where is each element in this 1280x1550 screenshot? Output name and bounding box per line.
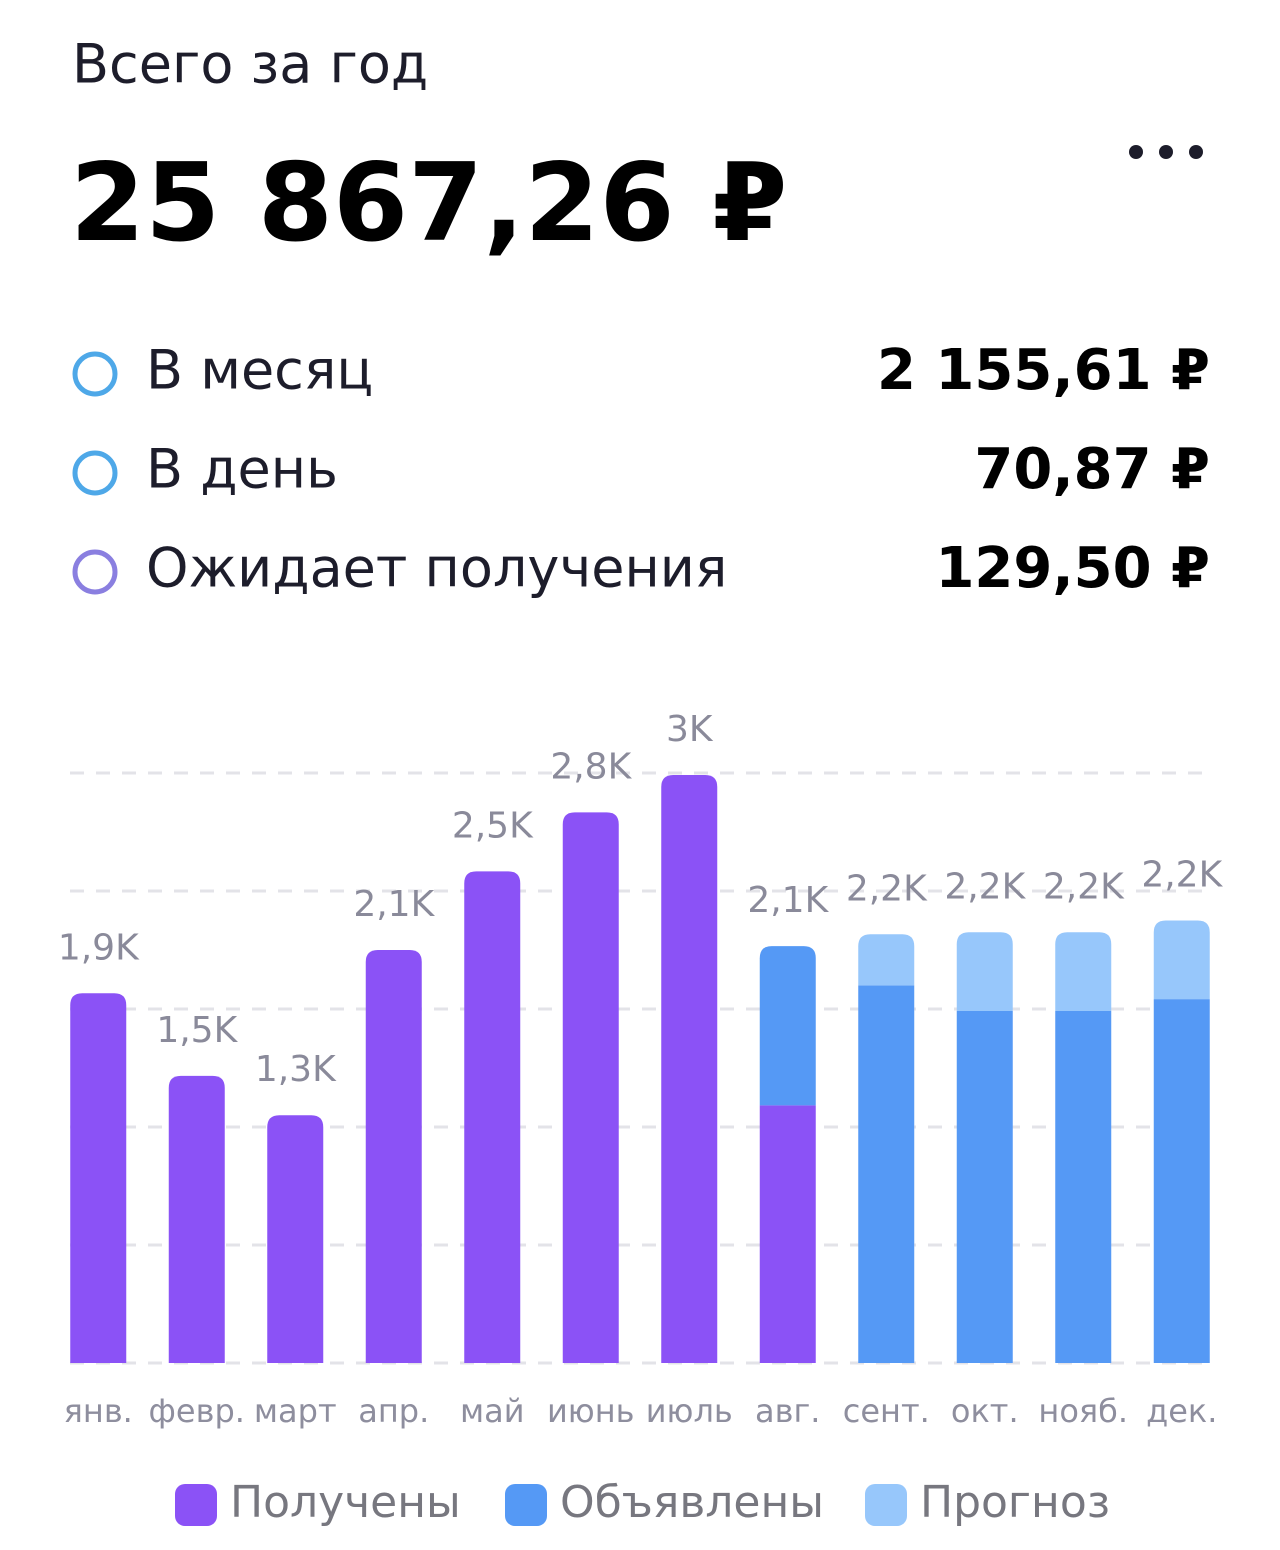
bar-segment [759,1105,816,1363]
bar-segment [70,993,127,1363]
bar-segment [956,1010,1013,1363]
dot [1189,145,1203,159]
total-label: 3K [666,709,714,750]
status-dot [72,549,118,595]
x-tick-label: апр. [358,1392,429,1430]
status-dot [72,450,118,496]
legend-label: Получены [230,1477,461,1528]
total-label: 2,2K [944,866,1026,907]
bar-segment [759,946,816,1106]
bar-segment [1055,932,1112,1011]
x-tick-label: июль [646,1392,733,1430]
bar-segment [661,774,718,1363]
row-label: Ожидает получения [146,537,727,600]
x-tick-label: авг. [755,1392,820,1430]
status-dot [72,351,118,397]
x-tick-label: сент. [843,1392,930,1430]
row-value: 2 155,61 ₽ [877,338,1210,403]
total: 25 867,26 ₽ [70,141,787,266]
bar-segment [956,932,1013,1011]
total-label: 1,9K [58,927,140,968]
total-label: 1,5K [156,1010,238,1051]
row-value: 129,50 ₽ [935,536,1210,601]
dot [1159,145,1173,159]
more-button[interactable] [1129,145,1203,159]
row-label: В месяц [146,339,373,402]
bar-segment [365,950,422,1363]
total-label: 2,5K [452,805,534,846]
legend-label: Объявлены [560,1477,824,1528]
bar-segment [1055,1010,1112,1363]
total-label: 2,2K [1141,855,1223,896]
bar-segment [168,1075,225,1363]
total-label: 2,2K [1043,866,1125,907]
x-tick-label: нояб. [1038,1392,1128,1430]
bar-segment [1153,999,1210,1363]
x-tick-label: янв. [64,1392,133,1430]
x-tick-label: окт. [951,1392,1019,1430]
total-label: 2,2K [846,868,928,909]
bar-segment [858,934,915,986]
bar-segment [267,1115,324,1363]
bar-segment [858,985,915,1363]
total-label: 2,1K [353,884,435,925]
x-tick-label: февр. [149,1392,245,1430]
row-label: В день [146,438,338,501]
legend-swatch [865,1484,907,1526]
x-tick-label: март [254,1392,337,1430]
x-tick-label: дек. [1146,1392,1217,1430]
legend-label: Прогноз [920,1477,1110,1528]
total-label: 1,3K [255,1049,337,1090]
x-tick-label: май [460,1392,525,1430]
title: Всего за год [72,33,428,96]
legend-swatch [175,1484,217,1526]
bar-segment [562,812,619,1363]
bar-segment [1153,920,1210,1000]
total-label: 2,1K [747,880,829,921]
x-tick-label: июнь [547,1392,635,1430]
bar-segment [464,871,521,1363]
dot [1129,145,1143,159]
total-label: 2,8K [550,746,632,787]
row-value: 70,87 ₽ [974,437,1210,502]
legend-swatch [505,1484,547,1526]
